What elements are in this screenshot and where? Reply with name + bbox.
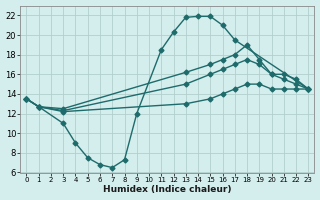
X-axis label: Humidex (Indice chaleur): Humidex (Indice chaleur) xyxy=(103,185,232,194)
